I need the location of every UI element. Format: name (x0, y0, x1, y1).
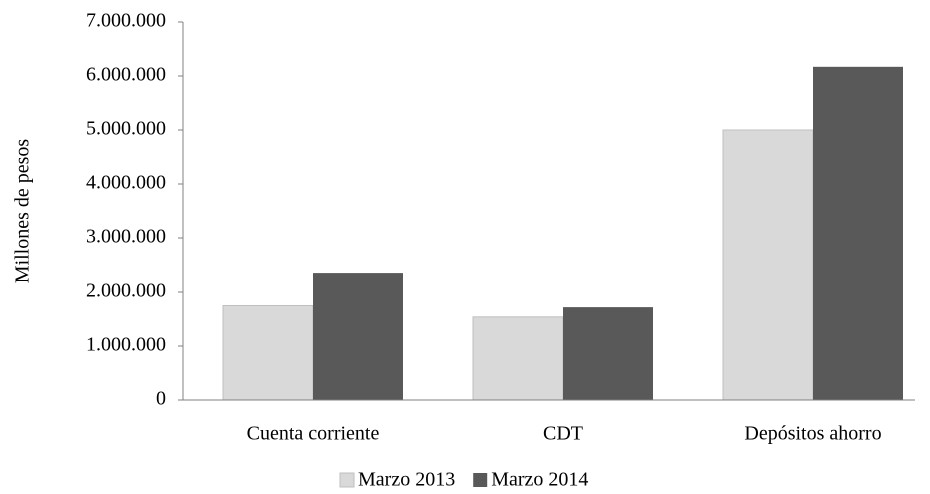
y-tick-label: 0 (156, 388, 166, 410)
bar (813, 66, 903, 400)
bar (563, 307, 653, 400)
y-tick-label: 2.000.000 (86, 280, 166, 302)
x-tick-label: Depósitos ahorro (744, 423, 881, 445)
y-tick-label: 7.000.000 (86, 10, 166, 32)
legend-swatch (339, 472, 355, 488)
legend-label: Marzo 2013 (358, 469, 455, 491)
y-tick-label: 6.000.000 (86, 64, 166, 86)
legend-label: Marzo 2014 (491, 469, 588, 491)
y-tick-label: 3.000.000 (86, 226, 166, 248)
bar (222, 305, 314, 401)
y-tick-label: 5.000.000 (86, 118, 166, 140)
x-tick-label: Cuenta corriente (247, 423, 380, 445)
y-tick-label: 1.000.000 (86, 334, 166, 356)
y-tick-label: 4.000.000 (86, 172, 166, 194)
x-tick-label: CDT (543, 423, 583, 445)
bar (472, 316, 564, 401)
bar (313, 273, 403, 400)
legend-swatch (473, 473, 488, 487)
bar (722, 129, 814, 401)
y-axis-label: Millones de pesos (12, 139, 34, 284)
